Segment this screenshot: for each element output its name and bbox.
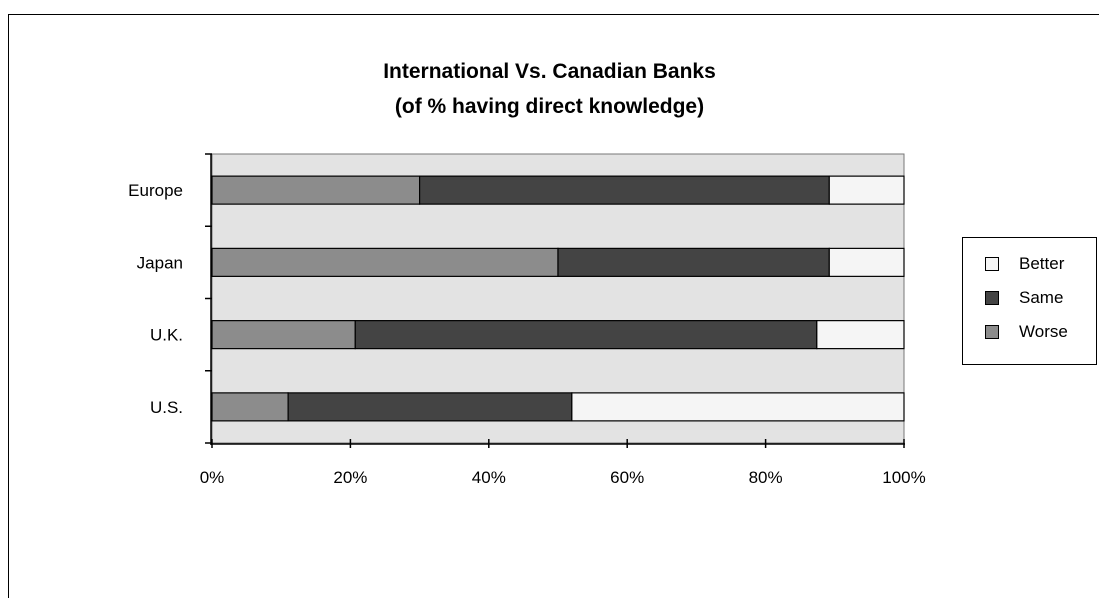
chart-title: International Vs. Canadian Banks	[383, 60, 716, 83]
legend-item-worse: Worse	[985, 322, 1068, 342]
bar-same-uk	[354, 320, 818, 350]
bar-worse-us	[211, 392, 289, 422]
y-tick-label: U.S.	[150, 398, 183, 417]
legend-label: Same	[1019, 288, 1064, 307]
x-tick-label: 40%	[472, 468, 506, 487]
legend-label: Better	[1019, 254, 1065, 273]
x-tick-label: 80%	[749, 468, 783, 487]
x-tick-label: 100%	[882, 468, 925, 487]
bar-same-us	[287, 392, 573, 422]
x-tick-label: 0%	[200, 468, 225, 487]
bar-worse-uk	[211, 320, 356, 350]
bar-better-us	[571, 392, 905, 422]
legend-swatch-better	[985, 257, 999, 271]
y-tick-label: U.K.	[150, 326, 183, 345]
bar-better-uk	[816, 320, 905, 350]
bar-better-europe	[828, 175, 905, 205]
x-tick-label: 60%	[610, 468, 644, 487]
legend-item-same: Same	[985, 288, 1063, 308]
chart-subtitle: (of % having direct knowledge)	[394, 95, 705, 118]
y-tick-label: Japan	[137, 253, 183, 272]
bar-same-europe	[419, 175, 830, 205]
bar-same-japan	[557, 247, 830, 277]
bar-worse-europe	[211, 175, 421, 205]
bar-worse-japan	[211, 247, 559, 277]
legend-swatch-same	[985, 291, 999, 305]
bar-better-japan	[828, 247, 905, 277]
legend-label: Worse	[1019, 322, 1068, 341]
legend-item-better: Better	[985, 254, 1064, 274]
chart-legend: Better Same Worse	[962, 237, 1097, 365]
y-tick-label: Europe	[128, 181, 183, 200]
chart-frame	[8, 14, 1099, 598]
legend-swatch-worse	[985, 325, 999, 339]
x-tick-label: 20%	[333, 468, 367, 487]
